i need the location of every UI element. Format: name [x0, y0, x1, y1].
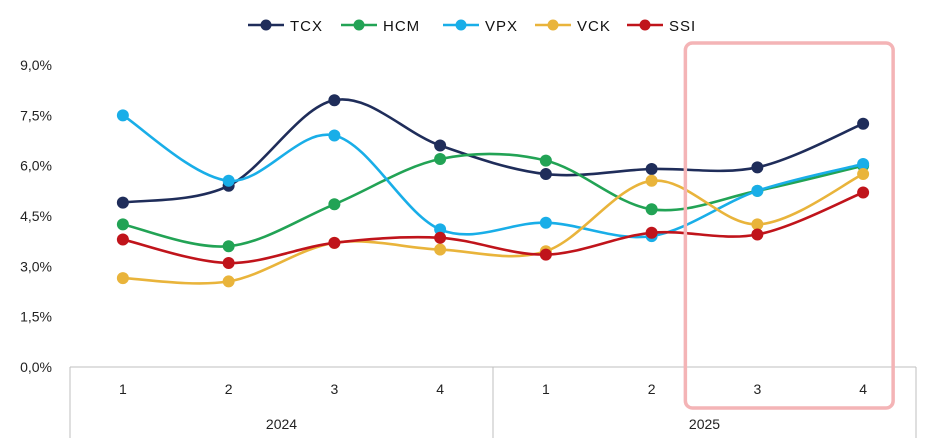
legend-label-hcm: HCM [383, 18, 420, 35]
data-point-tcx [751, 161, 764, 174]
data-point-ssi [857, 186, 870, 199]
x-tick-label: 4 [859, 381, 867, 397]
highlight-box [683, 41, 895, 410]
x-tick-label: 2 [225, 381, 233, 397]
x-group-label: 2024 [266, 416, 297, 432]
legend-marker-tcx [260, 19, 272, 31]
data-point-hcm [222, 240, 235, 253]
data-point-vck [857, 168, 870, 181]
plot-area [116, 94, 870, 288]
data-point-vpx [857, 157, 870, 170]
data-point-tcx [434, 139, 447, 152]
legend: TCX HCM VPX VCK SSI [248, 18, 696, 35]
data-point-vck [222, 275, 235, 288]
data-point-ssi [434, 231, 447, 244]
data-point-vck [434, 243, 447, 256]
y-tick-label: 0,0% [20, 359, 52, 375]
x-group-label: 2025 [689, 416, 720, 432]
legend-marker-hcm [353, 19, 365, 31]
x-tick-label: 2 [648, 381, 656, 397]
data-point-hcm [645, 203, 658, 216]
y-tick-label: 4,5% [20, 208, 52, 224]
data-point-vpx [328, 129, 341, 142]
data-point-tcx [857, 117, 870, 130]
data-point-hcm [116, 218, 129, 231]
highlight-rect [683, 41, 895, 410]
data-point-vck [645, 174, 658, 187]
x-tick-label: 1 [119, 381, 127, 397]
data-point-vpx [434, 223, 447, 236]
x-tick-label: 1 [542, 381, 550, 397]
data-point-vpx [116, 109, 129, 122]
x-tick-label: 3 [330, 381, 338, 397]
data-point-tcx [539, 168, 552, 181]
y-tick-label: 7,5% [20, 107, 52, 123]
data-point-hcm [539, 154, 552, 167]
data-point-ssi [328, 236, 341, 249]
data-point-tcx [645, 163, 658, 176]
series-line-ssi [121, 191, 865, 265]
data-point-hcm [328, 198, 341, 211]
data-point-ssi [751, 228, 764, 241]
legend-marker-vck [547, 19, 559, 31]
data-point-hcm [434, 152, 447, 165]
legend-label-vpx: VPX [485, 18, 518, 35]
data-point-ssi [539, 248, 552, 261]
y-tick-label: 1,5% [20, 309, 52, 325]
legend-label-tcx: TCX [290, 18, 323, 35]
data-point-vck [116, 272, 129, 285]
x-tick-label: 4 [436, 381, 444, 397]
data-point-vpx [539, 216, 552, 229]
data-point-tcx [328, 94, 341, 107]
data-point-ssi [116, 233, 129, 246]
x-tick-label: 3 [753, 381, 761, 397]
data-point-vpx [222, 174, 235, 187]
series-line-tcx [121, 98, 865, 204]
data-point-ssi [222, 256, 235, 269]
legend-marker-ssi [639, 19, 651, 31]
data-point-ssi [645, 226, 658, 239]
data-point-vck [751, 218, 764, 231]
x-axis: 2024 2025 1 2 3 4 1 2 3 4 [69, 366, 917, 438]
y-axis: 0,0% 1,5% 3,0% 4,5% 6,0% 7,5% 9,0% [20, 57, 52, 375]
y-tick-label: 3,0% [20, 258, 52, 274]
legend-label-ssi: SSI [669, 18, 696, 35]
y-tick-label: 9,0% [20, 57, 52, 73]
y-tick-label: 6,0% [20, 158, 52, 174]
series-line-vpx [121, 114, 865, 239]
legend-marker-vpx [455, 19, 467, 31]
legend-label-vck: VCK [577, 18, 611, 35]
data-point-vpx [751, 184, 764, 197]
data-point-tcx [116, 196, 129, 209]
series-line-hcm [121, 152, 865, 248]
